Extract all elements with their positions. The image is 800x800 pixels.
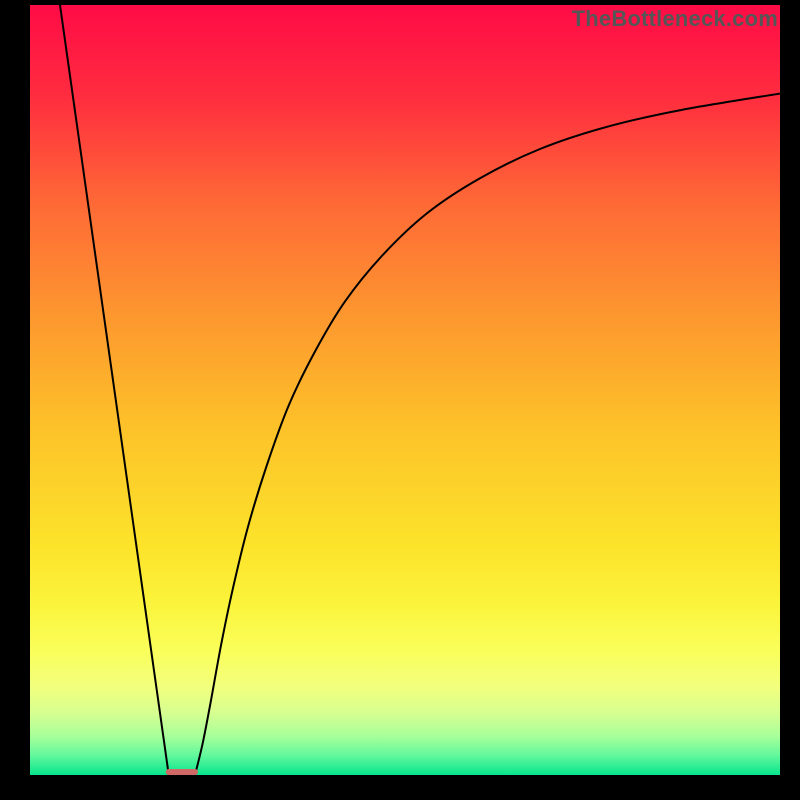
frame-right — [780, 0, 800, 800]
curve-left-segment — [60, 5, 169, 775]
bottleneck-curve — [0, 0, 800, 800]
curve-right-segment — [195, 94, 780, 775]
frame-top — [0, 0, 800, 5]
watermark-text: TheBottleneck.com — [572, 6, 778, 32]
frame-left — [0, 0, 30, 800]
frame-bottom — [0, 775, 800, 800]
